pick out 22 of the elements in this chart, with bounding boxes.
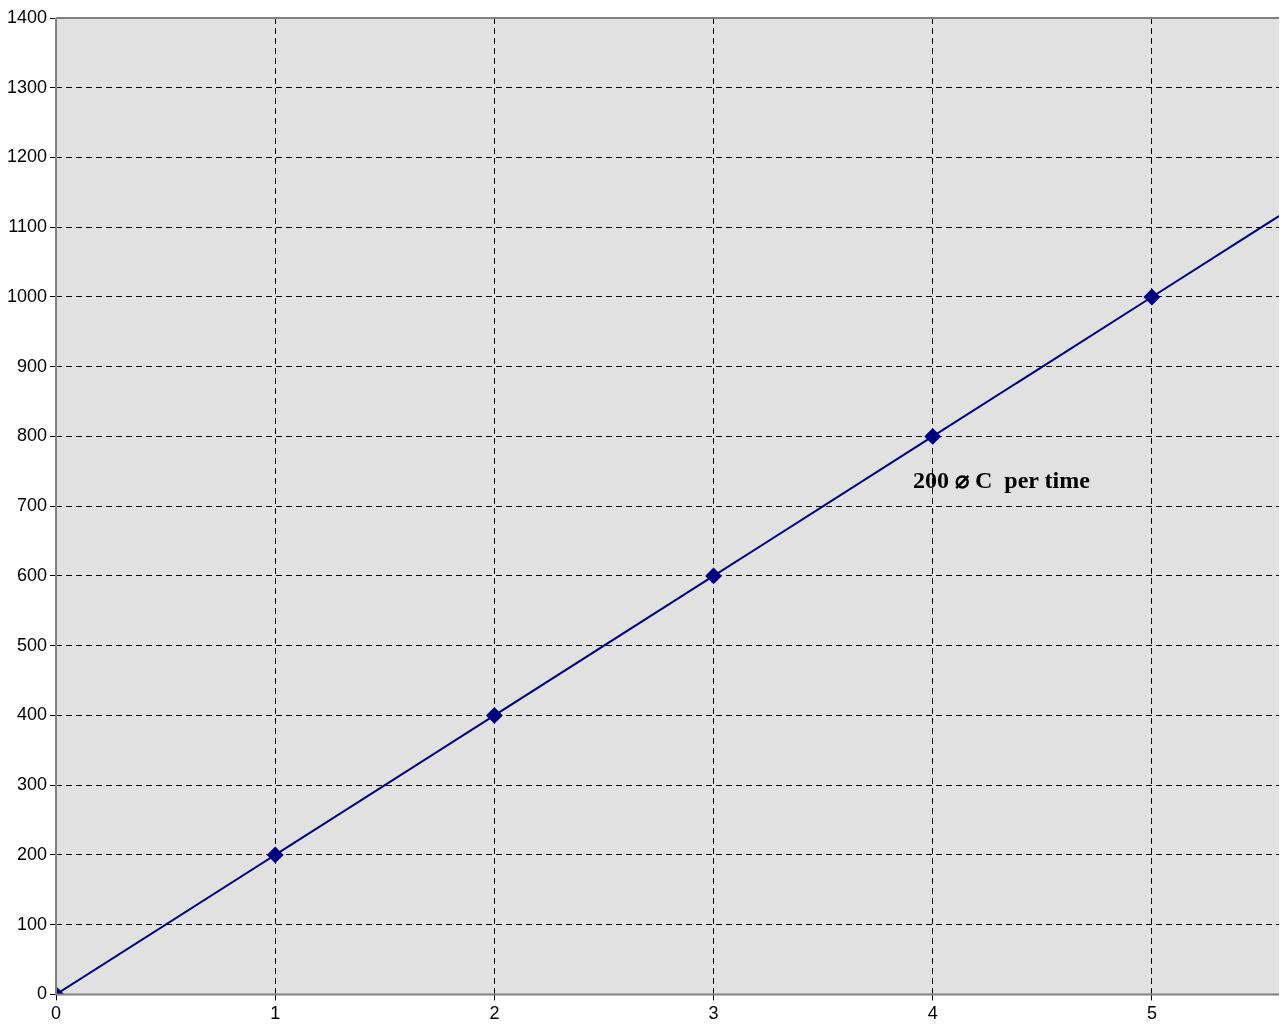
y-tick-label: 600	[17, 564, 48, 585]
annotation: 200 ⌀ C per time	[913, 466, 1090, 494]
y-tick-label: 1200	[7, 146, 48, 167]
x-tick-label: 3	[708, 1003, 719, 1024]
x-tick-label: 5	[1146, 1003, 1157, 1024]
x-tick-label: 4	[927, 1003, 938, 1024]
y-tick-label: 0	[37, 983, 48, 1004]
y-tick-label: 400	[17, 704, 48, 725]
y-tick-label: 1300	[7, 76, 48, 97]
y-tick-label: 1000	[7, 285, 48, 306]
x-tick-label: 1	[270, 1003, 281, 1024]
y-tick-label: 1400	[7, 6, 48, 27]
y-tick-label: 100	[17, 913, 48, 934]
y-tick-label: 500	[17, 634, 48, 655]
y-tick-label: 700	[17, 495, 48, 516]
x-tick-label: 2	[489, 1003, 500, 1024]
y-tick-label: 800	[17, 425, 48, 446]
y-tick-label: 1100	[8, 216, 48, 237]
x-tick-label: 0	[51, 1003, 62, 1024]
y-tick-label: 300	[17, 774, 48, 795]
y-tick-label: 900	[17, 355, 48, 376]
y-tick-label: 200	[17, 843, 48, 864]
